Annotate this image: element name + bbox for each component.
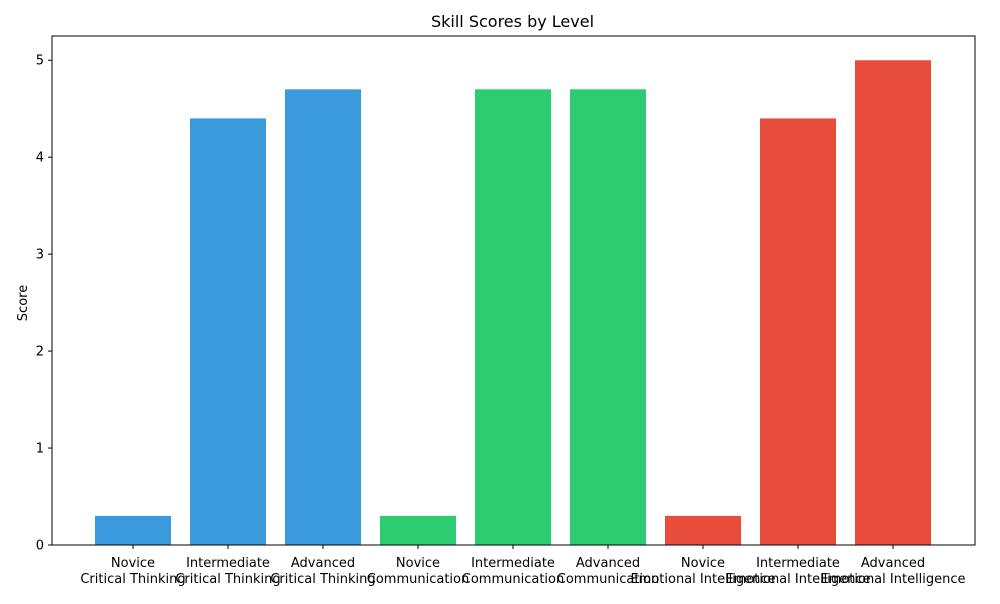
y-tick-label: 2	[36, 345, 44, 360]
bar-8	[760, 118, 836, 546]
x-tick-label: Novice	[111, 556, 155, 571]
bar-6	[570, 89, 646, 546]
y-tick-label: 4	[36, 151, 44, 166]
x-tick-label: Communication	[557, 572, 659, 587]
x-tick-label: Intermediate	[471, 556, 555, 571]
x-tick-label: Emotional Intelligence	[820, 572, 965, 587]
bar-7	[665, 515, 741, 545]
plot-frame	[51, 35, 976, 546]
bars-layer	[95, 60, 931, 546]
x-tick-label: Advanced	[291, 556, 355, 571]
y-tick-label: 5	[36, 54, 44, 69]
bar-3	[285, 89, 361, 546]
y-axis-label: Score	[16, 285, 31, 321]
y-tick-label: 0	[36, 539, 44, 554]
x-tick-label: Advanced	[861, 556, 925, 571]
chart-title: Skill Scores by Level	[431, 12, 594, 31]
bar-1	[95, 515, 171, 545]
x-tick-label: Advanced	[576, 556, 640, 571]
x-tick-label: Emotional Intelligence	[630, 572, 775, 587]
y-tick-label: 3	[36, 248, 44, 263]
x-tick-label: Intermediate	[756, 556, 840, 571]
x-tick-label: Novice	[396, 556, 440, 571]
y-tick-label: 1	[36, 442, 44, 457]
x-tick-label: Communication	[462, 572, 564, 587]
bar-2	[190, 118, 266, 546]
x-tick-label: Communication	[367, 572, 469, 587]
bar-4	[380, 515, 456, 545]
y-axis-ticks: 0 1 2 3 4 5	[36, 54, 52, 554]
x-tick-label: Emotional Intelligence	[725, 572, 870, 587]
x-tick-label: Critical Thinking	[175, 572, 280, 587]
bar-5	[475, 89, 551, 546]
x-tick-label: Intermediate	[186, 556, 270, 571]
x-tick-label: Critical Thinking	[80, 572, 185, 587]
x-tick-label: Critical Thinking	[270, 572, 375, 587]
bar-9	[855, 60, 931, 545]
x-tick-label: Novice	[681, 556, 725, 571]
